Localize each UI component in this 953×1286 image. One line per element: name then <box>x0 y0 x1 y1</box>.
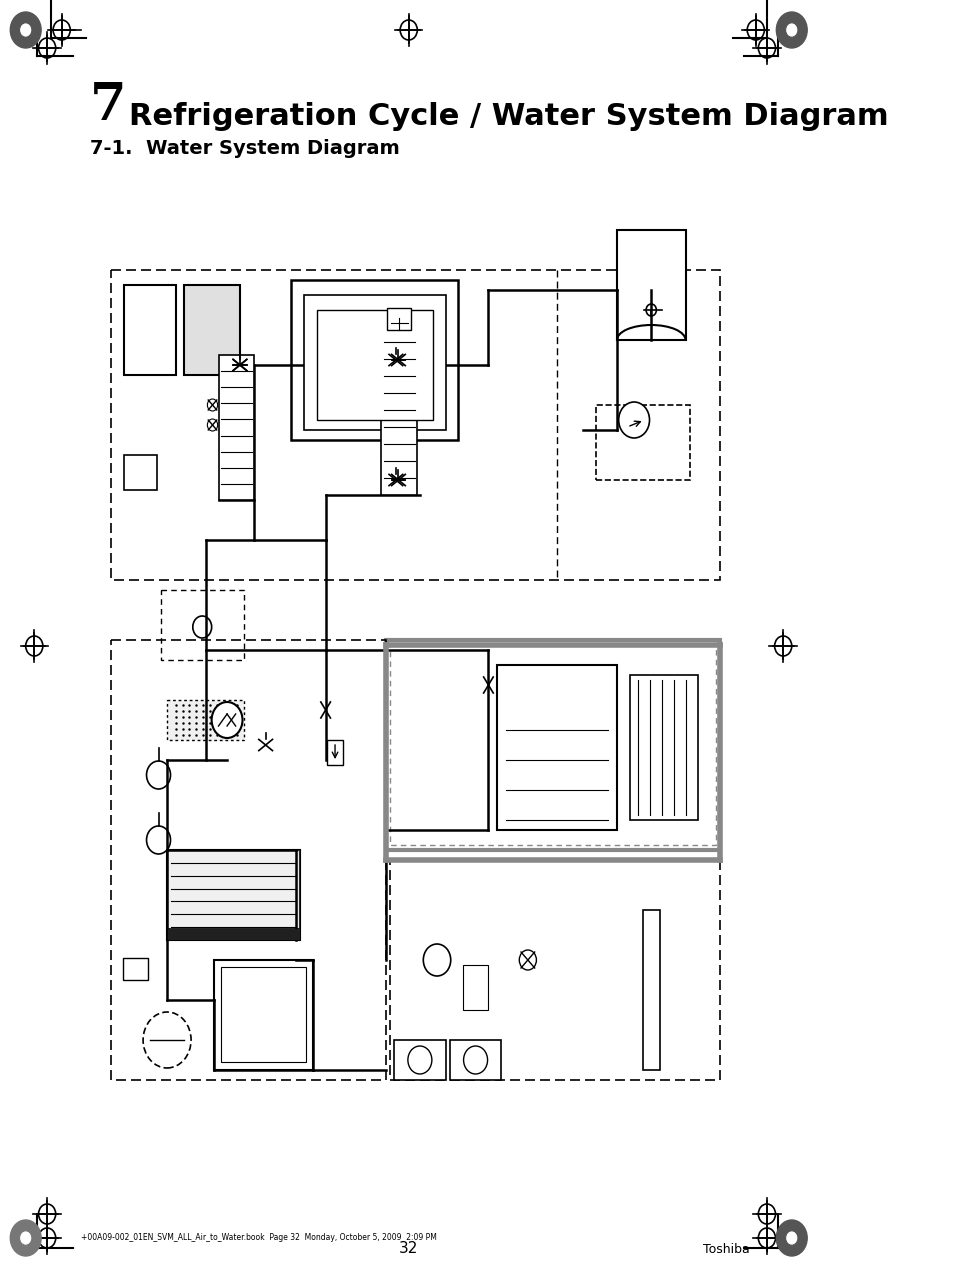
Circle shape <box>776 1220 806 1256</box>
Polygon shape <box>167 700 244 739</box>
Circle shape <box>19 23 31 37</box>
Text: Refrigeration Cycle / Water System Diagram: Refrigeration Cycle / Water System Diagr… <box>129 102 887 131</box>
Circle shape <box>10 12 41 48</box>
Bar <box>167 850 299 940</box>
Text: Toshiba: Toshiba <box>702 1244 749 1256</box>
Circle shape <box>10 1220 41 1256</box>
Bar <box>327 739 342 765</box>
Text: 7: 7 <box>90 80 127 131</box>
Bar <box>184 285 239 376</box>
Circle shape <box>212 702 242 738</box>
Bar <box>450 1040 500 1080</box>
Circle shape <box>784 1231 797 1245</box>
Circle shape <box>19 1231 31 1245</box>
Bar <box>167 928 299 940</box>
Bar <box>124 285 175 376</box>
Text: 7-1.  Water System Diagram: 7-1. Water System Diagram <box>90 139 399 158</box>
Bar <box>167 850 299 940</box>
Bar <box>122 958 148 980</box>
Text: +00A09-002_01EN_SVM_ALL_Air_to_Water.book  Page 32  Monday, October 5, 2009  2:0: +00A09-002_01EN_SVM_ALL_Air_to_Water.boo… <box>81 1232 436 1241</box>
Text: 32: 32 <box>398 1241 418 1256</box>
Bar <box>642 910 659 1070</box>
Circle shape <box>408 1046 432 1074</box>
Bar <box>629 675 698 820</box>
Bar <box>595 405 689 480</box>
Circle shape <box>463 1046 487 1074</box>
Circle shape <box>784 23 797 37</box>
Bar <box>462 964 488 1010</box>
Bar <box>221 967 306 1062</box>
Circle shape <box>618 403 649 439</box>
Bar <box>497 665 617 829</box>
Circle shape <box>143 1012 191 1067</box>
Bar <box>381 325 416 495</box>
Circle shape <box>776 12 806 48</box>
Bar <box>387 309 411 331</box>
Bar <box>394 1040 445 1080</box>
Bar <box>218 355 254 500</box>
Bar <box>617 230 685 340</box>
Bar <box>316 310 433 421</box>
Bar <box>304 294 445 430</box>
Bar <box>291 280 458 440</box>
Bar <box>124 455 156 490</box>
Bar <box>214 961 313 1070</box>
